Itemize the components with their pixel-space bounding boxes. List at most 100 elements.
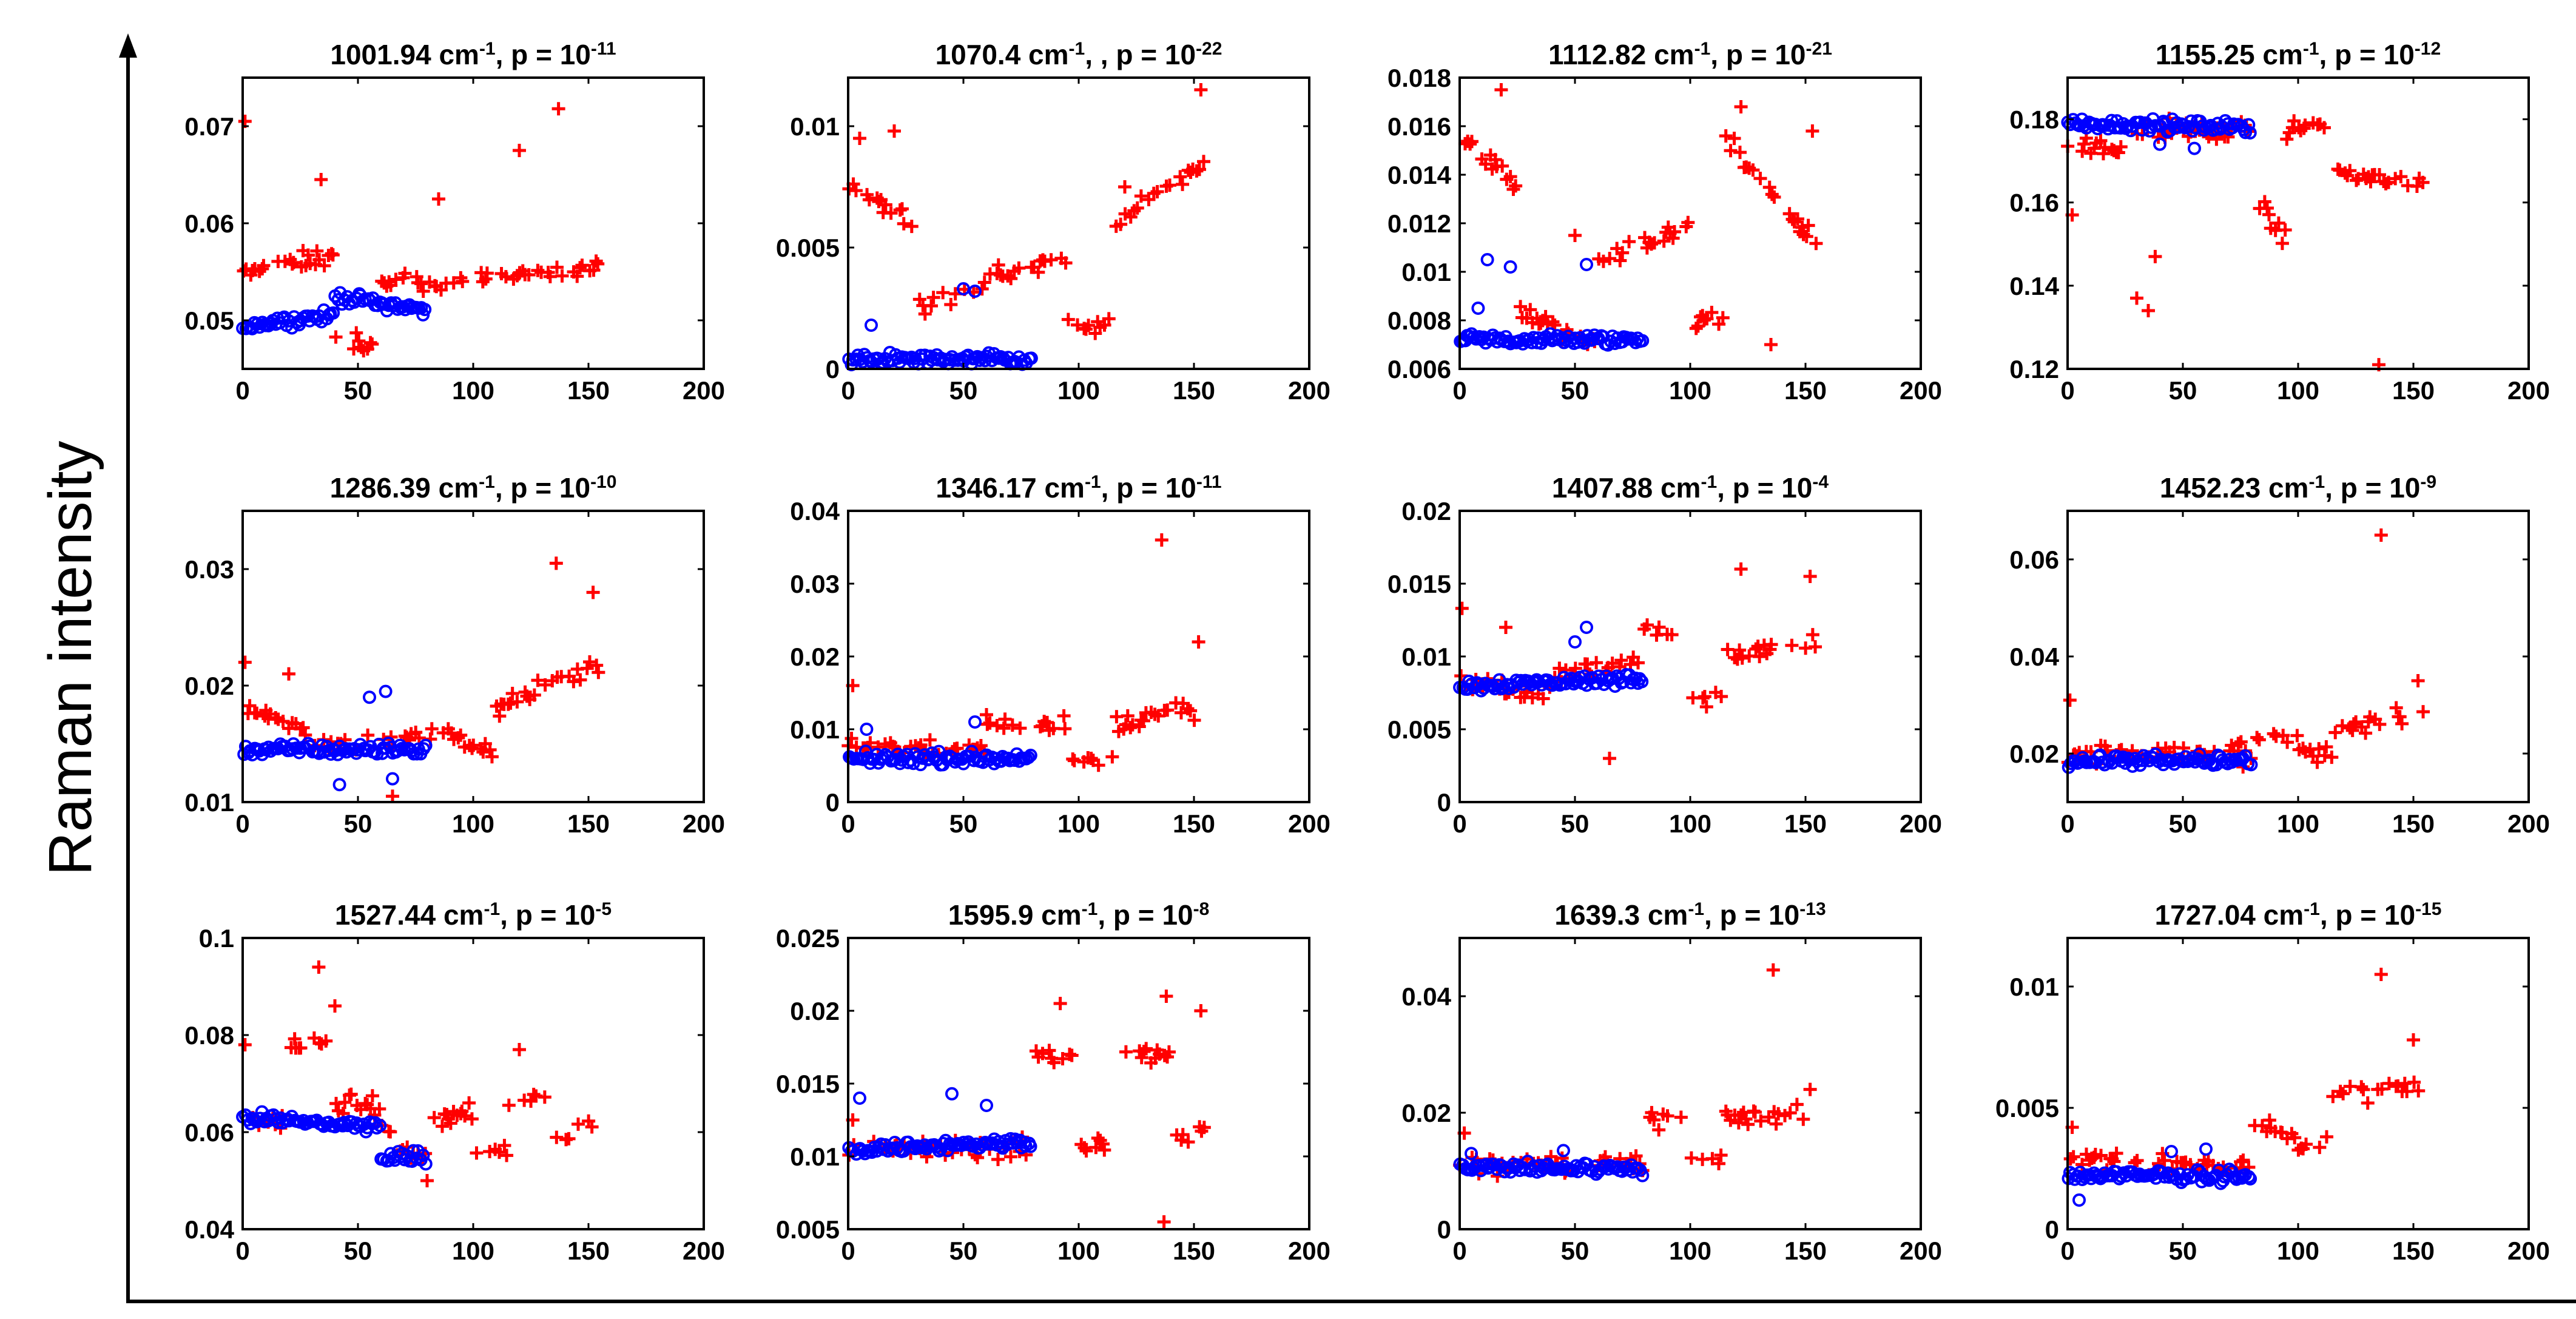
point-red-plus (1715, 689, 1728, 703)
point-red-plus (1125, 718, 1139, 732)
point-red-plus (1494, 83, 1508, 96)
y-tick-label: 0.025 (776, 924, 840, 953)
point-blue-circle (1580, 621, 1593, 634)
x-tick-label: 150 (1173, 376, 1215, 405)
point-blue-circle (416, 1149, 430, 1162)
point-red-plus (1668, 225, 1682, 239)
point-red-plus (492, 1145, 506, 1159)
y-tick-label: 0.02 (790, 997, 840, 1025)
y-tick-label: 0.04 (184, 1215, 234, 1244)
point-red-plus (1603, 752, 1616, 765)
point-red-plus (582, 655, 596, 669)
x-tick-label: 100 (1669, 809, 1711, 838)
point-red-plus (414, 277, 428, 291)
point-red-plus (2313, 1141, 2327, 1155)
point-red-plus (2326, 1090, 2340, 1104)
point-red-plus (1605, 656, 1619, 670)
point-blue-circle (2105, 113, 2119, 127)
point-red-plus (1102, 312, 1116, 326)
x-tick-label: 0 (1452, 376, 1466, 405)
point-red-plus (1803, 1082, 1817, 1096)
point-red-plus (2374, 968, 2388, 981)
data-points (1453, 562, 1822, 765)
point-red-plus (1137, 1045, 1151, 1059)
point-red-plus (936, 286, 950, 300)
point-blue-circle (1635, 675, 1649, 689)
point-blue-circle (2153, 137, 2166, 151)
point-red-plus (1193, 163, 1207, 177)
point-red-plus (2389, 701, 2403, 715)
point-red-plus (573, 673, 587, 687)
point-blue-circle (2183, 754, 2197, 767)
point-red-plus (2382, 175, 2396, 189)
y-tick-label: 0.05 (184, 306, 234, 335)
y-tick-label: 0.02 (1401, 1099, 1451, 1127)
point-blue-circle (2072, 1193, 2086, 1207)
point-red-plus (296, 721, 310, 735)
x-tick-label: 0 (235, 809, 249, 838)
point-red-plus (1058, 722, 1072, 736)
point-red-plus (1061, 312, 1075, 326)
point-blue-circle (2242, 118, 2256, 132)
point-red-plus (1631, 656, 1645, 670)
point-red-plus (1719, 129, 1733, 143)
x-tick-label: 0 (235, 1236, 249, 1265)
y-tick-label: 0 (826, 355, 840, 383)
x-tick-label: 200 (2507, 809, 2550, 838)
y-tick-label: 0.006 (1387, 355, 1451, 383)
point-blue-circle (901, 755, 915, 769)
point-red-plus (513, 1043, 526, 1056)
point-red-plus (1514, 300, 1528, 314)
point-red-plus (580, 661, 594, 675)
point-red-plus (2364, 175, 2378, 189)
point-red-plus (1764, 338, 1778, 351)
chart-title: 1001.94 cm-1, p = 10-11 (330, 39, 616, 70)
data-points (236, 102, 605, 358)
point-red-plus (585, 1120, 599, 1134)
y-tick-label: 0.07 (184, 112, 234, 141)
point-red-plus (510, 695, 524, 709)
x-tick-label: 100 (452, 376, 494, 405)
chart-panel-8: 1452.23 cm-1, p = 10-9 0 50 100 150 200 0.02 0.… (2009, 472, 2550, 838)
point-red-plus (1803, 570, 1817, 583)
point-red-plus (1029, 1044, 1043, 1058)
point-blue-circle (2244, 758, 2258, 772)
point-red-plus (301, 248, 315, 262)
point-red-plus (238, 1038, 252, 1051)
point-red-plus (1114, 217, 1128, 231)
point-red-plus (2416, 175, 2430, 189)
x-tick-label: 0 (235, 376, 249, 405)
point-red-plus (1157, 1215, 1171, 1229)
point-red-plus (2130, 291, 2143, 305)
point-red-plus (538, 1090, 551, 1104)
data-points (2061, 528, 2430, 774)
point-red-plus (344, 1087, 358, 1101)
point-red-plus (2094, 133, 2108, 147)
point-blue-circle (332, 778, 346, 792)
point-red-plus (2234, 735, 2248, 749)
point-red-plus (2319, 740, 2333, 754)
point-red-plus (2325, 751, 2339, 764)
point-blue-circle (968, 715, 982, 729)
point-red-plus (944, 298, 958, 312)
point-red-plus (1727, 132, 1741, 146)
point-red-plus (923, 733, 937, 747)
point-red-plus (550, 1130, 564, 1144)
x-tick-label: 200 (1900, 809, 1942, 838)
point-red-plus (591, 257, 605, 271)
y-tick-label: 0.015 (776, 1070, 840, 1098)
point-red-plus (2278, 223, 2292, 237)
point-red-plus (485, 750, 499, 764)
point-red-plus (1194, 83, 1208, 96)
y-tick-label: 0.03 (790, 570, 840, 598)
point-red-plus (1455, 601, 1469, 615)
x-tick-label: 150 (567, 809, 610, 838)
point-red-plus (480, 266, 494, 280)
y-tick-label: 0.012 (1387, 209, 1451, 238)
point-red-plus (1734, 100, 1748, 113)
chart-panel-5: 1286.39 cm-1, p = 10-10 0 50 100 150 200 0.01 0… (184, 472, 725, 838)
point-red-plus (884, 206, 898, 220)
x-tick-label: 150 (1784, 376, 1827, 405)
x-tick-label: 150 (1784, 809, 1827, 838)
point-red-plus (1136, 714, 1150, 728)
